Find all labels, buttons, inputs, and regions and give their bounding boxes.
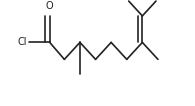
Text: O: O (46, 1, 54, 11)
Text: Cl: Cl (18, 37, 27, 47)
